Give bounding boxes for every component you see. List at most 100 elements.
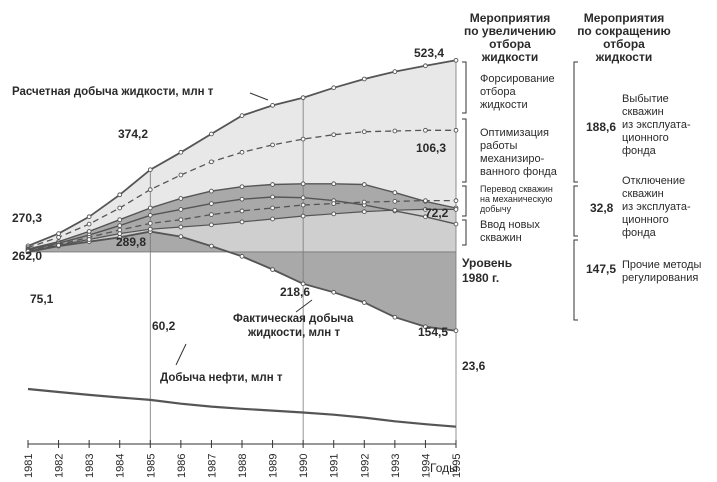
point-calculated-1988 bbox=[239, 113, 245, 118]
x-tick-label-1987: 1987 bbox=[206, 454, 218, 478]
point-new-wells-base-1991 bbox=[331, 211, 337, 217]
point-actual-1986 bbox=[178, 234, 184, 239]
point-optimization-1991 bbox=[331, 181, 337, 187]
point-new-wells-1986 bbox=[178, 217, 184, 223]
point-new-wells-base-1986 bbox=[178, 224, 184, 230]
legend-decommission-line4: ционного bbox=[622, 132, 669, 144]
bracket-decommission bbox=[573, 61, 578, 183]
legend-optimization-line3: механизиро- bbox=[480, 153, 545, 165]
point-transfer-1995 bbox=[453, 221, 459, 227]
point-optimization-1988 bbox=[239, 184, 245, 190]
annotation-1990-low: 218,6 bbox=[280, 285, 310, 299]
point-new-wells-base-1994 bbox=[423, 207, 428, 212]
annotation-1985-oil: 60,2 bbox=[152, 319, 176, 333]
x-tick-label-1985: 1985 bbox=[145, 454, 157, 478]
x-tick-label-1992: 1992 bbox=[359, 454, 371, 478]
x-tick-label-1984: 1984 bbox=[115, 454, 127, 478]
bracket-shutdown bbox=[573, 185, 578, 237]
annotation-1995-oil: 23,6 bbox=[462, 359, 486, 373]
legend-increase-heading-1: Мероприятия bbox=[470, 11, 551, 25]
point-actual-1989 bbox=[270, 267, 275, 272]
fill-decrease-measures bbox=[28, 231, 456, 331]
point-transfer-1990 bbox=[300, 195, 306, 201]
legend-decommission-line2: скважин bbox=[622, 106, 664, 118]
arrow-calculated bbox=[249, 92, 269, 101]
x-tick-label-1986: 1986 bbox=[176, 454, 188, 478]
point-actual-1990 bbox=[300, 281, 306, 287]
legend-increase-heading-3: отбора bbox=[489, 37, 531, 51]
legend-forcing-line2: отбора bbox=[480, 86, 516, 98]
annotation-106: 106,3 bbox=[416, 141, 446, 155]
legend-newwells-line1: Ввод новых bbox=[480, 219, 540, 231]
arrow-actual bbox=[295, 299, 313, 313]
point-optimization-1989 bbox=[270, 182, 275, 187]
legend-optimization-line1: Оптимизация bbox=[480, 127, 549, 139]
legend-newwells-line2: скважин bbox=[480, 232, 522, 244]
point-new-wells-base-1983 bbox=[86, 237, 92, 242]
point-calculated-1983 bbox=[86, 214, 92, 220]
point-forced-1995 bbox=[453, 127, 459, 133]
legend-decommission-value: 188,6 bbox=[586, 120, 616, 134]
point-actual-1992 bbox=[361, 300, 367, 305]
bracket-new-wells bbox=[462, 219, 467, 246]
point-calculated-1994 bbox=[423, 63, 428, 69]
annotation-1981-low: 262,0 bbox=[12, 249, 42, 263]
point-new-wells-1989 bbox=[270, 205, 275, 211]
legend-shutdown-line3: из эксплуата- bbox=[622, 201, 691, 213]
arrow-oil bbox=[175, 343, 187, 366]
legend-decrease-heading-3: отбора bbox=[603, 37, 645, 51]
point-forced-1985 bbox=[147, 187, 153, 192]
legend-shutdown-value: 32,8 bbox=[590, 201, 614, 215]
series-label-actual-line1: Фактическая добыча bbox=[233, 313, 354, 325]
series-label-oil: Добыча нефти, млн т bbox=[160, 372, 283, 384]
point-forced-1992 bbox=[361, 129, 367, 135]
chart-fills bbox=[28, 60, 456, 331]
point-forced-1988 bbox=[239, 149, 245, 155]
annotation-1985-top: 374,2 bbox=[118, 127, 148, 141]
point-new-wells-base-1987 bbox=[209, 222, 214, 228]
legend-shutdown-line1: Отключение bbox=[622, 175, 685, 187]
legend-forcing-line3: жидкости bbox=[480, 99, 528, 111]
point-new-wells-base-1989 bbox=[270, 216, 275, 222]
legend-other-line2: регулирования bbox=[622, 272, 698, 284]
point-calculated-1990 bbox=[300, 95, 306, 101]
x-tick-label-1990: 1990 bbox=[298, 454, 310, 478]
x-tick-label-1991: 1991 bbox=[329, 454, 341, 478]
level-1980-line2: 1980 г. bbox=[462, 271, 499, 285]
point-new-wells-base-1982 bbox=[56, 243, 61, 248]
point-calculated-1993 bbox=[392, 69, 398, 74]
legend-increase-heading-4: жидкости bbox=[481, 50, 538, 64]
legend-other-value: 147,5 bbox=[586, 262, 616, 276]
fill-forcing-zone bbox=[28, 60, 456, 249]
legend-decommission-line3: из эксплуата- bbox=[622, 119, 691, 131]
x-tick-label-1982: 1982 bbox=[54, 454, 66, 478]
series-label-calculated: Расчетная добыча жидкости, млн т bbox=[12, 86, 214, 98]
series-label-actual-line2: жидкости, млн т bbox=[247, 327, 340, 339]
x-tick-label-1989: 1989 bbox=[268, 454, 280, 478]
point-transfer-1987 bbox=[209, 201, 214, 206]
bracket-transfer bbox=[462, 185, 467, 217]
point-optimization-1987 bbox=[209, 188, 214, 194]
legend-increase: Мероприятия по увеличению отбора жидкост… bbox=[464, 11, 558, 244]
point-calculated-1991 bbox=[331, 85, 337, 91]
chart-x-axis: 1981 1982 1983 1984 1985 1986 1987 1988 1989 1990… bbox=[23, 440, 463, 478]
point-calculated-1986 bbox=[178, 149, 184, 155]
point-actual-1987 bbox=[209, 243, 214, 249]
legend-decrease-heading-1: Мероприятия bbox=[584, 11, 665, 25]
point-forced-1982 bbox=[56, 234, 61, 240]
legend-forcing-line1: Форсирование bbox=[480, 73, 555, 85]
legend-decommission-line5: фонда bbox=[622, 145, 657, 157]
point-actual-1993 bbox=[392, 314, 398, 320]
point-transfer-1985 bbox=[147, 212, 153, 218]
point-new-wells-1995 bbox=[453, 198, 459, 203]
legend-decommission-line1: Выбытие bbox=[622, 93, 669, 105]
point-new-wells-1990 bbox=[300, 202, 306, 208]
legend-transfer-line1: Перевод скважин bbox=[480, 184, 553, 194]
point-optimization-1986 bbox=[178, 196, 184, 201]
bracket-forcing bbox=[462, 61, 467, 114]
point-optimization-1984 bbox=[117, 217, 123, 223]
point-transfer-1984 bbox=[117, 223, 123, 228]
bracket-other bbox=[573, 239, 578, 321]
